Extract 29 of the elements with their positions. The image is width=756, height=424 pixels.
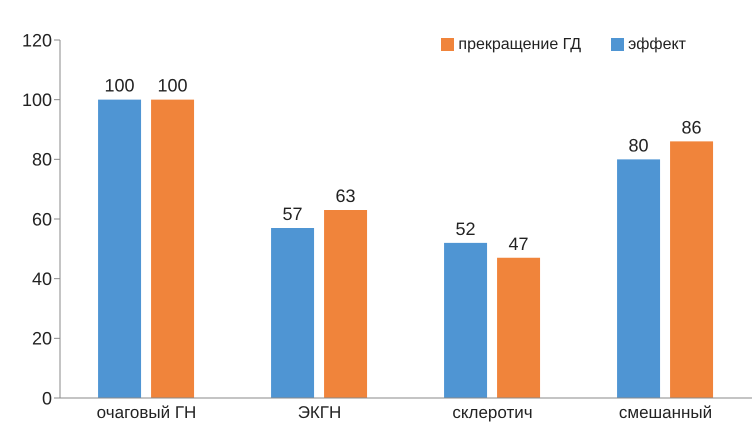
legend-label: эффект — [628, 36, 686, 53]
data-label: 100 — [158, 76, 188, 96]
data-label: 86 — [682, 117, 702, 138]
y-tick-label: 120 — [22, 30, 52, 50]
bar — [617, 159, 660, 398]
y-tick-label: 100 — [22, 90, 52, 110]
y-tick-label: 20 — [32, 328, 52, 349]
x-tick-label: ЭКГН — [298, 403, 342, 422]
x-tick-label: смешанный — [618, 403, 712, 422]
data-label: 63 — [336, 186, 356, 206]
y-tick-label: 0 — [42, 388, 52, 408]
y-tick-label: 40 — [32, 269, 52, 290]
x-tick-label: очаговый ГН — [96, 403, 196, 422]
data-label: 57 — [282, 204, 303, 224]
x-tick-label: склеротич — [452, 403, 533, 422]
data-label: 100 — [104, 76, 135, 96]
data-label: 47 — [508, 234, 529, 254]
y-tick-label: 80 — [32, 150, 52, 170]
bar — [324, 210, 368, 398]
bar — [98, 100, 142, 398]
data-label: 80 — [628, 135, 649, 156]
y-tick-label: 60 — [32, 209, 52, 230]
bar — [497, 258, 540, 398]
legend-label: прекращение ГД — [458, 36, 582, 53]
bar — [151, 100, 194, 398]
bar — [444, 242, 488, 398]
bar — [670, 141, 714, 398]
bar — [271, 228, 314, 398]
data-label: 52 — [456, 218, 476, 239]
